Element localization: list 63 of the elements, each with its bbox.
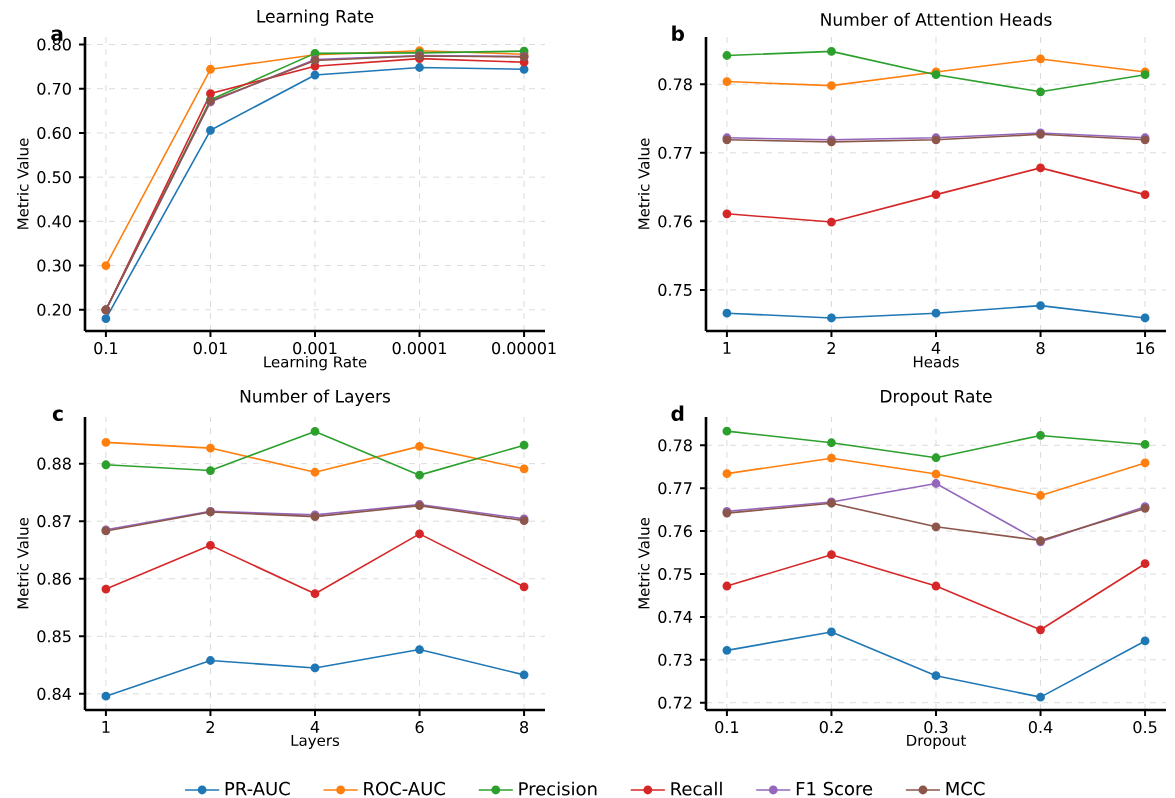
x-tick-label: 0.00001 (492, 342, 556, 355)
chart-title: Learning Rate (257, 9, 374, 26)
y-tick-label: 0.74 (658, 610, 693, 623)
x-axis-title: Heads (913, 355, 959, 368)
y-tick-label: 0.77 (658, 146, 692, 159)
x-tick-label: 0.0001 (392, 342, 447, 355)
y-tick-label: 0.78 (658, 439, 692, 452)
x-tick-label: 0.01 (193, 342, 227, 355)
y-tick-label: 0.70 (37, 82, 71, 95)
x-tick-label: 4 (931, 342, 941, 354)
y-tick-label: 0.87 (37, 515, 71, 528)
legend-label: MCC (946, 781, 985, 796)
x-axis-title: Layers (291, 734, 340, 749)
y-tick-label: 0.86 (37, 572, 71, 585)
y-tick-label: 0.76 (658, 215, 692, 228)
y-tick-label: 0.72 (658, 696, 692, 709)
x-tick-label: 4 (310, 721, 320, 733)
x-tick-label: 8 (1036, 342, 1045, 355)
text: c (52, 409, 63, 421)
x-tick-label: 0.2 (819, 721, 843, 734)
y-axis-title: Metric Value (637, 138, 650, 229)
legend-label: Precision (519, 781, 597, 796)
y-tick-label: 0.73 (658, 653, 692, 666)
x-axis-title: Dropout (907, 734, 966, 749)
x-tick-label: 2 (206, 721, 214, 733)
legend-label: F1 Score (796, 781, 873, 796)
chart-title: Dropout Rate (881, 390, 992, 406)
chart-title: Number of Layers (240, 389, 391, 406)
x-tick-label: 0.1 (715, 721, 739, 734)
y-tick-label: 0.40 (37, 215, 71, 228)
legend-label: Recall (671, 781, 722, 796)
x-tick-label: 1 (102, 721, 110, 733)
x-axis-title: Learning Rate (264, 355, 367, 371)
x-tick-label: 1 (723, 342, 731, 354)
x-tick-label: 6 (415, 721, 424, 734)
legend-label: PR-AUC (225, 781, 290, 796)
text: d (671, 405, 684, 421)
y-tick-label: 0.88 (37, 457, 71, 470)
x-tick-label: 16 (1136, 342, 1155, 355)
y-tick-label: 0.50 (37, 171, 71, 184)
y-tick-label: 0.76 (658, 525, 692, 538)
legend-label: ROC-AUC (364, 781, 445, 796)
x-tick-label: 0.3 (924, 721, 948, 734)
x-tick-label: 8 (520, 721, 529, 734)
x-tick-label: 0.001 (293, 342, 337, 355)
y-tick-label: 0.30 (37, 259, 71, 272)
y-tick-label: 0.77 (658, 482, 692, 495)
y-tick-label: 0.84 (37, 687, 72, 700)
y-tick-label: 0.75 (658, 283, 692, 296)
x-tick-label: 2 (827, 342, 835, 354)
x-tick-label: 0.1 (94, 342, 118, 355)
y-axis-title: Metric Value (16, 138, 29, 229)
text: b (672, 25, 685, 42)
y-tick-label: 0.20 (37, 303, 71, 316)
y-tick-label: 0.60 (37, 126, 71, 139)
y-tick-label: 0.85 (37, 630, 71, 643)
x-tick-label: 0.4 (1028, 721, 1053, 734)
y-tick-label: 0.78 (658, 78, 692, 91)
y-axis-title: Metric Value (637, 517, 650, 609)
y-axis-title: Metric Value (16, 517, 29, 609)
chart-title: Number of Attention Heads (821, 12, 1052, 26)
x-tick-label: 0.5 (1133, 721, 1157, 734)
y-tick-label: 0.75 (658, 567, 692, 581)
